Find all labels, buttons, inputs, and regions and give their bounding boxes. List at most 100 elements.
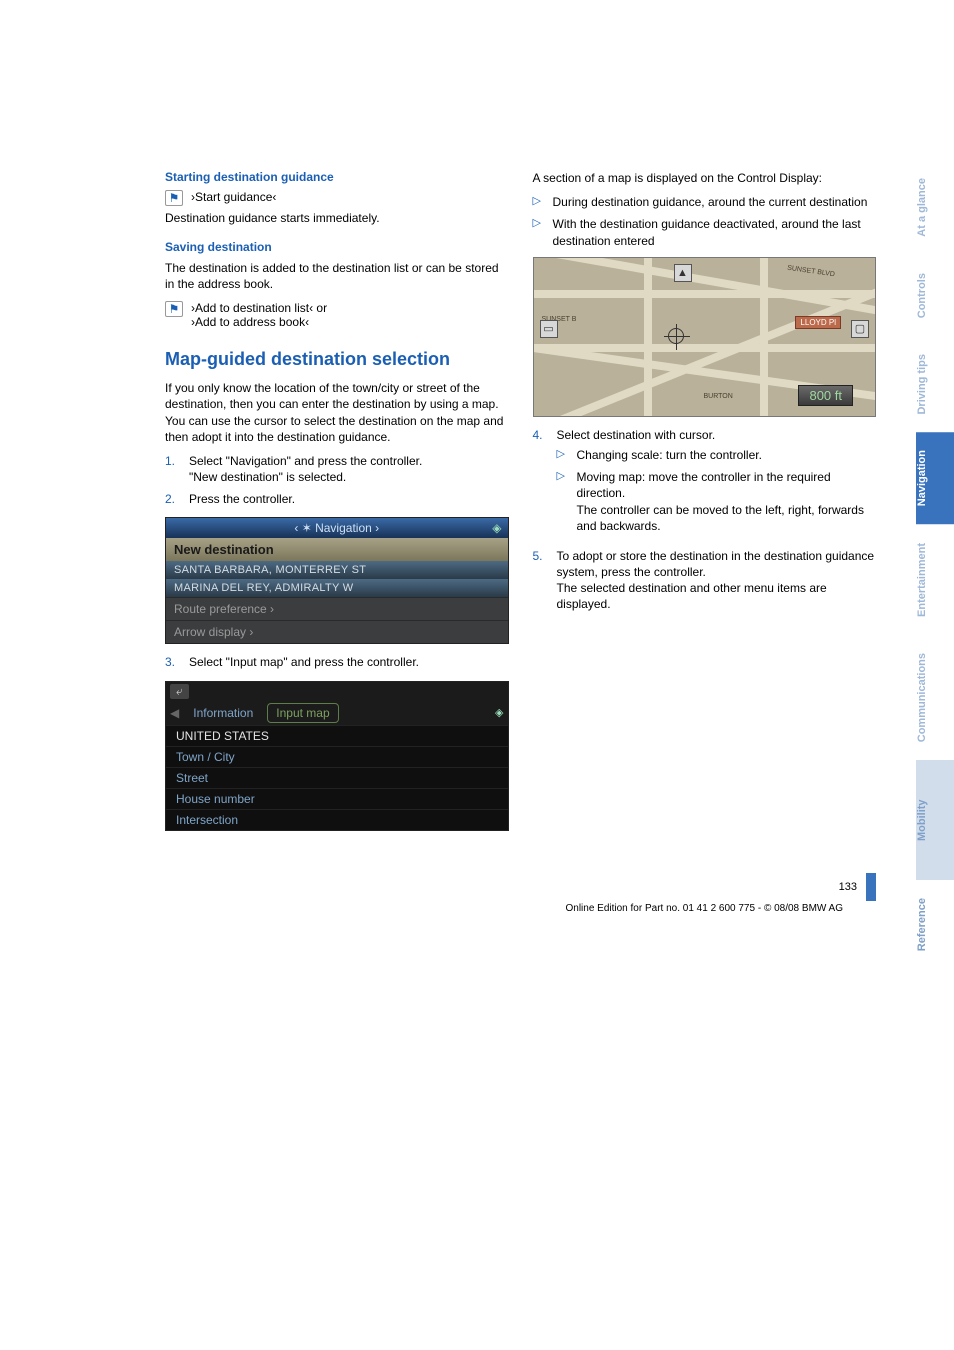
nav-route-pref: Route preference ›: [166, 597, 508, 620]
b2a: Moving map: move the controller in the r…: [577, 470, 831, 500]
zoom-in-icon: ▢: [851, 320, 869, 338]
start-guidance-label: ›Start guidance‹: [191, 190, 509, 204]
tab-navigation[interactable]: Navigation: [916, 432, 954, 524]
map-label-blvd: SUNSET BLVD: [787, 264, 835, 278]
tab-controls[interactable]: Controls: [916, 255, 954, 336]
bullet: ▷ Moving map: move the controller in the…: [557, 469, 877, 534]
satellite-icon: ◈: [495, 706, 503, 719]
map-scale: 800 ft: [798, 385, 853, 406]
step4-text: Select destination with cursor.: [557, 428, 716, 442]
row-street: Street: [166, 767, 508, 788]
saving-options: ›Add to destination list‹ or ›Add to add…: [191, 301, 509, 329]
row-country: UNITED STATES: [166, 725, 508, 746]
content-area: Starting destination guidance ⚑ ›Start g…: [0, 0, 916, 974]
step5a: To adopt or store the destination in the…: [557, 549, 875, 579]
start-guidance-row: ⚑ ›Start guidance‹: [165, 190, 509, 206]
arrow-left-icon: ◀: [170, 706, 179, 720]
saving-options-row: ⚑ ›Add to destination list‹ or ›Add to a…: [165, 301, 509, 329]
bullet-text: Changing scale: turn the controller.: [577, 447, 762, 463]
tab-mobility[interactable]: Mobility: [916, 760, 954, 880]
screenshot-map: SUNSET B SUNSET BLVD BURTON LLOYD Pl ▭ ▢…: [533, 257, 877, 417]
steps-list-left: 1. Select "Navigation" and press the con…: [165, 453, 509, 508]
page-bar: [866, 873, 876, 901]
triangle-icon: ▷: [557, 469, 569, 534]
opt-add-addr-book: ›Add to address book‹: [191, 315, 309, 329]
step-number: 5.: [533, 548, 547, 613]
row-intersection: Intersection: [166, 809, 508, 830]
map-cursor-icon: [668, 328, 684, 344]
steps-list-left-3: 3. Select "Input map" and press the cont…: [165, 654, 509, 670]
right-bullets-top: ▷ During destination guidance, around th…: [533, 194, 877, 249]
triangle-icon: ▷: [533, 216, 545, 248]
nav-header-text: ‹ ✶ Navigation ›: [294, 521, 379, 535]
screenshot-navigation-menu: ‹ ✶ Navigation › ◈ New destination SANTA…: [165, 517, 509, 644]
left-column: Starting destination guidance ⚑ ›Start g…: [165, 170, 509, 914]
saving-destination-text: The destination is added to the destinat…: [165, 260, 509, 292]
bullet-text: Moving map: move the controller in the r…: [577, 469, 877, 534]
row-house: House number: [166, 788, 508, 809]
bullet: ▷ Changing scale: turn the controller.: [557, 447, 877, 463]
step-body: Select destination with cursor. ▷ Changi…: [557, 427, 877, 542]
step1-b: "New destination" is selected.: [189, 470, 346, 484]
heading-saving-destination: Saving destination: [165, 240, 509, 254]
tab-communications[interactable]: Communications: [916, 635, 954, 760]
tab-input-map: Input map: [267, 703, 338, 723]
tabbar: ⤶: [166, 682, 508, 701]
bullet: ▷ During destination guidance, around th…: [533, 194, 877, 210]
nav-arrow-display: Arrow display ›: [166, 620, 508, 643]
step-number: 3.: [165, 654, 179, 670]
page-number-row: 133: [533, 873, 877, 901]
tab-driving-tips[interactable]: Driving tips: [916, 336, 954, 433]
map-label-burton: BURTON: [704, 393, 733, 400]
footer: 133 Online Edition for Part no. 01 41 2 …: [533, 873, 877, 914]
nav-header: ‹ ✶ Navigation › ◈: [166, 518, 508, 538]
bullet-text: With the destination guidance deactivate…: [553, 216, 877, 248]
tab-reference[interactable]: Reference: [916, 880, 954, 969]
opt-add-dest-list: ›Add to destination list‹ or: [191, 301, 327, 315]
tabbar-row: ◀ Information Input map ◈: [166, 701, 508, 725]
bullet: ▷ With the destination guidance deactiva…: [533, 216, 877, 248]
step-number: 4.: [533, 427, 547, 542]
tab-at-a-glance[interactable]: At a glance: [916, 160, 954, 255]
step-5: 5. To adopt or store the destination in …: [533, 548, 877, 613]
side-tabs: At a glance Controls Driving tips Naviga…: [916, 0, 954, 974]
step-2: 2. Press the controller.: [165, 491, 509, 507]
step4-sublist: ▷ Changing scale: turn the controller. ▷…: [557, 447, 877, 534]
step-body: Press the controller.: [189, 491, 509, 507]
steps-list-right: 4. Select destination with cursor. ▷ Cha…: [533, 427, 877, 613]
zoom-out-icon: ▭: [540, 320, 558, 338]
step-3: 3. Select "Input map" and press the cont…: [165, 654, 509, 670]
back-icon: ⤶: [170, 684, 189, 699]
nav-new-destination: New destination: [166, 538, 508, 561]
tab-entertainment[interactable]: Entertainment: [916, 525, 954, 635]
map-guided-intro: If you only know the location of the tow…: [165, 380, 509, 445]
tab-information: Information: [185, 704, 261, 722]
step-number: 1.: [165, 453, 179, 485]
step-body: Select "Navigation" and press the contro…: [189, 453, 509, 485]
triangle-icon: ▷: [557, 447, 569, 463]
step-1: 1. Select "Navigation" and press the con…: [165, 453, 509, 485]
right-column: A section of a map is displayed on the C…: [533, 170, 877, 914]
step1-a: Select "Navigation" and press the contro…: [189, 454, 422, 468]
map-label-lloyd: LLOYD Pl: [795, 316, 841, 329]
satellite-icon: ◈: [492, 521, 501, 535]
heading-starting-guidance: Starting destination guidance: [165, 170, 509, 184]
direction-icon: ▲: [674, 264, 692, 282]
page-number: 133: [839, 881, 857, 893]
heading-map-guided: Map-guided destination selection: [165, 349, 509, 371]
road: [644, 257, 652, 417]
step-number: 2.: [165, 491, 179, 507]
page: Starting destination guidance ⚑ ›Start g…: [0, 0, 954, 974]
step-4: 4. Select destination with cursor. ▷ Cha…: [533, 427, 877, 542]
step5b: The selected destination and other menu …: [557, 581, 827, 611]
nav-dest-line1: SANTA BARBARA, MONTERREY ST: [166, 561, 508, 579]
footer-line: Online Edition for Part no. 01 41 2 600 …: [533, 903, 877, 914]
row-town: Town / City: [166, 746, 508, 767]
start-guidance-text: Destination guidance starts immediately.: [165, 210, 509, 226]
flag-icon: ⚑: [165, 190, 183, 206]
step-body: Select "Input map" and press the control…: [189, 654, 509, 670]
right-intro: A section of a map is displayed on the C…: [533, 170, 877, 186]
nav-dest-line2: MARINA DEL REY, ADMIRALTY W: [166, 579, 508, 597]
screenshot-input-map-menu: ⤶ ◀ Information Input map ◈ UNITED STATE…: [165, 681, 509, 831]
flag-icon: ⚑: [165, 301, 183, 317]
